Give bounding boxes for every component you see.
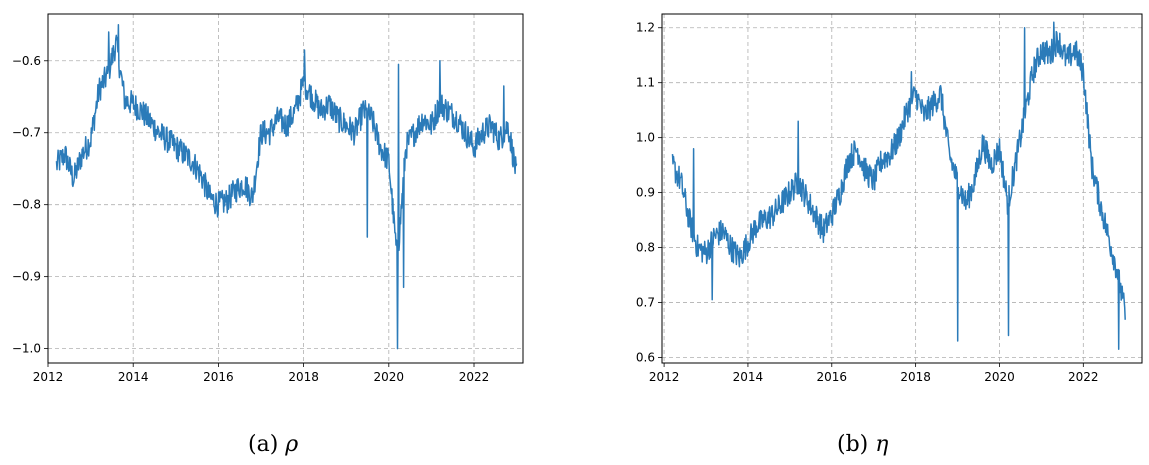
ytick-eta-4: 1.0 <box>636 131 662 145</box>
xtick-rho-3: 2018 <box>288 363 319 384</box>
ytick-label-rho-2: −0.8 <box>12 198 41 212</box>
caption-a-symbol: ρ <box>285 432 299 457</box>
ytick-rho-3: −0.7 <box>12 126 48 140</box>
ytick-label-eta-5: 1.1 <box>636 76 655 90</box>
xtick-eta-1: 2014 <box>733 363 764 384</box>
ytick-label-rho-0: −1.0 <box>12 342 41 356</box>
xtick-eta-4: 2020 <box>984 363 1015 384</box>
caption-a-label: (a) <box>248 432 279 457</box>
ytick-label-rho-4: −0.6 <box>12 54 41 68</box>
axes-frame-eta <box>661 13 1143 364</box>
caption-b: (b) η <box>837 432 888 457</box>
xtick-label-eta-0: 2012 <box>649 370 680 384</box>
ytick-label-rho-3: −0.7 <box>12 126 41 140</box>
series-line-eta <box>671 21 1126 351</box>
xtick-label-eta-5: 2022 <box>1068 370 1099 384</box>
xtick-label-eta-3: 2018 <box>900 370 931 384</box>
xtick-label-eta-2: 2016 <box>817 370 848 384</box>
xtick-label-eta-4: 2020 <box>984 370 1015 384</box>
axes-frame-rho <box>47 13 524 364</box>
ytick-eta-6: 1.2 <box>636 21 662 35</box>
ytick-rho-4: −0.6 <box>12 54 48 68</box>
ytick-label-eta-2: 0.8 <box>636 241 655 255</box>
ytick-rho-1: −0.9 <box>12 270 48 284</box>
ytick-rho-2: −0.8 <box>12 198 48 212</box>
caption-b-symbol: η <box>875 432 889 457</box>
xtick-label-rho-2: 2016 <box>203 370 234 384</box>
xtick-label-rho-0: 2012 <box>33 370 64 384</box>
caption-b-label: (b) <box>837 432 869 457</box>
ytick-eta-5: 1.1 <box>636 76 662 90</box>
ytick-label-eta-3: 0.9 <box>636 186 655 200</box>
ytick-eta-2: 0.8 <box>636 241 662 255</box>
panel-rho: 2012 2014 2016 2018 2020 2022 −1.0 −0.9 −0.8 −0.7… <box>12 13 524 384</box>
xtick-rho-5: 2022 <box>459 363 490 384</box>
xtick-eta-5: 2022 <box>1068 363 1099 384</box>
xtick-label-rho-4: 2020 <box>374 370 405 384</box>
ytick-eta-1: 0.7 <box>636 296 662 310</box>
xtick-label-eta-1: 2014 <box>733 370 764 384</box>
xtick-eta-3: 2018 <box>900 363 931 384</box>
ytick-label-eta-4: 1.0 <box>636 131 655 145</box>
ytick-label-rho-1: −0.9 <box>12 270 41 284</box>
ytick-eta-3: 0.9 <box>636 186 662 200</box>
xtick-label-rho-5: 2022 <box>459 370 490 384</box>
ytick-label-eta-6: 1.2 <box>636 21 655 35</box>
xtick-eta-2: 2016 <box>817 363 848 384</box>
xtick-rho-4: 2020 <box>374 363 405 384</box>
ytick-rho-0: −1.0 <box>12 342 48 356</box>
xtick-label-rho-3: 2018 <box>288 370 319 384</box>
ytick-label-eta-0: 0.6 <box>636 351 655 365</box>
xtick-eta-0: 2012 <box>649 363 680 384</box>
ytick-eta-0: 0.6 <box>636 351 662 365</box>
xtick-label-rho-1: 2014 <box>118 370 149 384</box>
ytick-label-eta-1: 0.7 <box>636 296 655 310</box>
panel-eta: 2012 2014 2016 2018 2020 2022 0.6 0.7 0.8 0.9 1.0 1… <box>636 13 1143 384</box>
series-line-rho <box>55 24 518 350</box>
caption-a: (a) ρ <box>248 432 298 457</box>
xtick-rho-1: 2014 <box>118 363 149 384</box>
xtick-rho-2: 2016 <box>203 363 234 384</box>
xtick-rho-0: 2012 <box>33 363 64 384</box>
